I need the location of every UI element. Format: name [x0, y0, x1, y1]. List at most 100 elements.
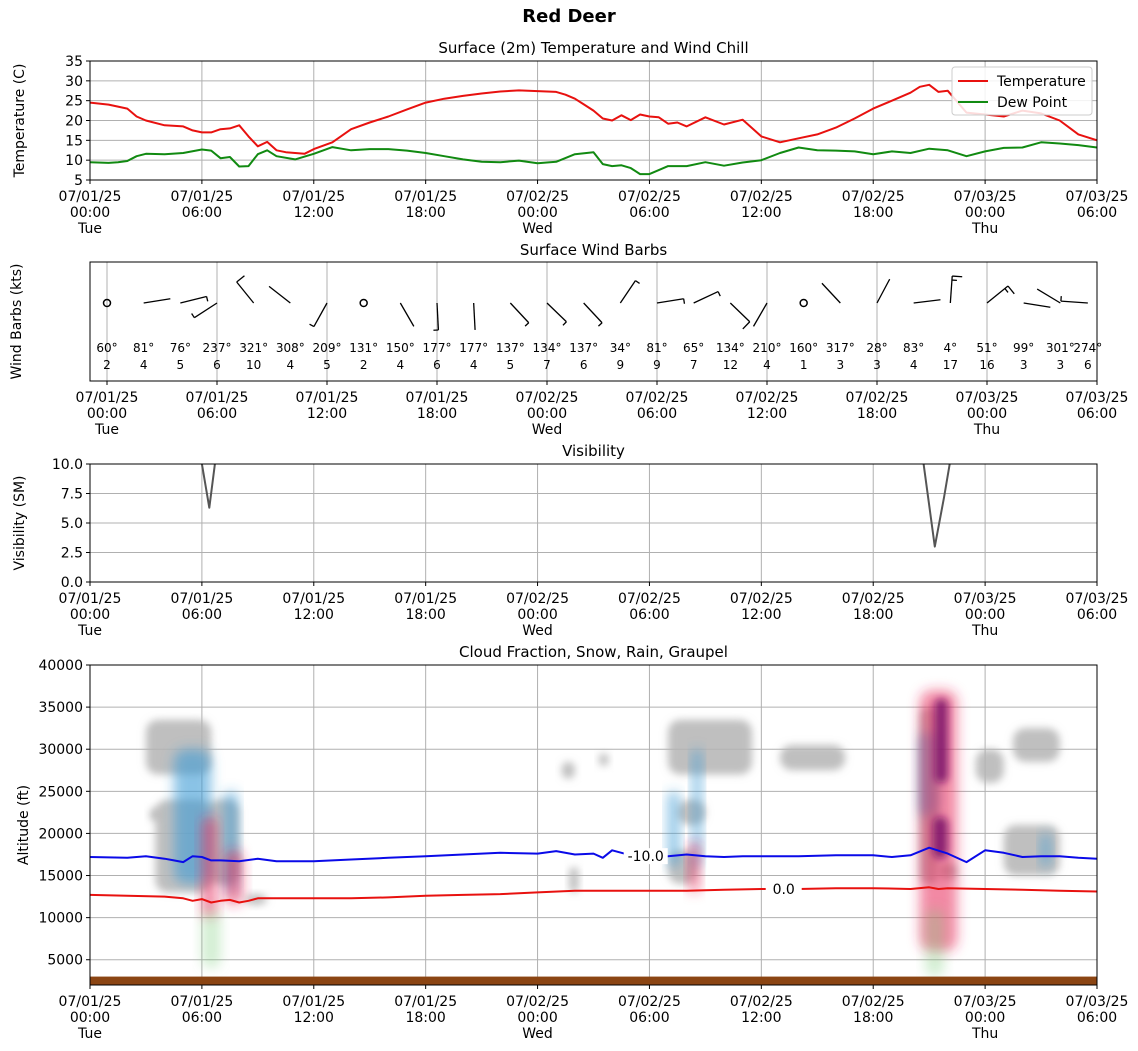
x-tick-label-date: 07/03/25	[954, 189, 1017, 205]
x-tick-label-day: Thu	[973, 422, 1000, 438]
y-axis-label: Altitude (ft)	[16, 785, 32, 865]
series-line-dew-point	[90, 141, 1097, 176]
barb-feather	[191, 313, 195, 319]
x-tick-label-time: 06:00	[629, 205, 669, 221]
barb-direction-label: 177°	[423, 341, 452, 355]
rain-region	[688, 841, 700, 893]
barb-staff	[436, 302, 440, 330]
x-tick-label-time: 06:00	[1077, 607, 1117, 623]
y-tick-label: 5	[74, 173, 83, 189]
barb-direction-label: 34°	[610, 341, 631, 355]
barb-direction-label: 60°	[96, 341, 117, 355]
barb-speed-label: 3	[837, 358, 845, 372]
x-tick-label-date: 07/03/25	[954, 591, 1017, 607]
freezing-level-line	[90, 886, 1097, 904]
cloud-region	[599, 753, 609, 767]
y-tick-label: 0.0	[61, 575, 83, 591]
wind-barb	[986, 285, 1015, 304]
barb-staff	[546, 302, 567, 323]
wind-barb	[433, 302, 440, 331]
x-tick-label-time: 06:00	[1077, 1010, 1117, 1026]
series-line-temperature	[90, 83, 1097, 155]
barb-speed-label: 9	[617, 358, 625, 372]
wind-barb	[821, 282, 841, 304]
barb-speed-label: 17	[943, 358, 958, 372]
rain-region	[201, 816, 217, 918]
wind-barb	[1023, 302, 1051, 308]
figure-title: Red Deer	[522, 6, 616, 27]
visibility-line-0	[200, 464, 216, 509]
cloud-region	[1003, 825, 1060, 876]
barb-direction-label: 301°	[1046, 341, 1075, 355]
x-tick-label-day: Tue	[77, 1026, 102, 1042]
x-tick-label-time: 00:00	[965, 607, 1005, 623]
cloud-region	[561, 761, 575, 779]
barb-speed-label: 6	[580, 358, 588, 372]
x-tick-label-date: 07/01/25	[59, 189, 122, 205]
cloud-region	[975, 749, 1004, 783]
barb-direction-label: 81°	[646, 341, 667, 355]
x-tick-label-day: Thu	[971, 221, 998, 237]
wind-barb	[359, 298, 368, 308]
chart-title: Visibility	[562, 442, 625, 460]
barb-speed-label: 3	[873, 358, 881, 372]
panel-frame-1	[89, 60, 1098, 181]
barb-feather	[1007, 285, 1015, 295]
barb-speed-label: 6	[213, 358, 221, 372]
cloud-region	[668, 719, 753, 775]
barb-feather	[597, 322, 603, 327]
barb-speed-label: 2	[360, 358, 368, 372]
field-group: 0.0 -10.0	[90, 690, 1097, 985]
x-tick-label-time: 18:00	[405, 205, 445, 221]
y-tick-label: 35000	[38, 700, 83, 716]
x-tick-label-day: Thu	[971, 623, 998, 639]
barb-staff	[1036, 288, 1061, 304]
barb-feather	[952, 275, 963, 278]
y-tick-label: 10.0	[52, 457, 83, 473]
barb-speed-label: 4	[470, 358, 478, 372]
y-tick-label: 10000	[38, 911, 83, 927]
x-tick-label-time: 00:00	[517, 607, 557, 623]
x-tick-label-day: Thu	[971, 1026, 998, 1042]
x-tick-label-date: 07/02/25	[736, 390, 799, 406]
barb-staff	[752, 302, 768, 327]
barb-direction-label: 65°	[683, 341, 704, 355]
barb-speed-label: 5	[507, 358, 515, 372]
x-tick-label-date: 07/02/25	[618, 591, 681, 607]
y-tick-label: 15000	[38, 869, 83, 885]
calm-circle	[799, 298, 808, 308]
wind-barb	[693, 291, 721, 304]
x-tick-label-date: 07/02/25	[506, 189, 569, 205]
y-axis-label: Wind Barbs (kts)	[9, 263, 25, 379]
x-tick-label-day: Tue	[77, 221, 102, 237]
barb-feather	[717, 291, 721, 297]
barb-feather	[742, 321, 751, 330]
wind-barb	[876, 278, 891, 304]
wind-barb	[309, 302, 328, 328]
wind-barb	[583, 302, 603, 327]
barb-staff	[656, 298, 684, 304]
barb-feather	[309, 323, 315, 328]
y-tick-label: 30000	[38, 742, 83, 758]
x-tick-label-day: Tue	[77, 623, 102, 639]
barb-direction-label: 137°	[569, 341, 598, 355]
barb-direction-label: 137°	[496, 341, 525, 355]
wind-barb	[619, 280, 640, 304]
x-tick-label-time: 12:00	[294, 205, 334, 221]
barb-staff	[949, 276, 953, 304]
x-tick-label-date: 07/02/25	[730, 994, 793, 1010]
wind-barb	[236, 275, 255, 304]
barb-feather	[236, 275, 245, 283]
wind-barb	[509, 302, 530, 327]
x-tick-label-time: 12:00	[741, 607, 781, 623]
wind-barb	[1060, 296, 1088, 304]
barb-staff	[729, 302, 751, 323]
x-tick-label-date: 07/01/25	[170, 189, 233, 205]
chart-title: Surface Wind Barbs	[520, 241, 668, 259]
x-tick-label-time: 12:00	[294, 607, 334, 623]
x-tick-label-date: 07/03/25	[954, 994, 1017, 1010]
x-tick-label-date: 07/02/25	[842, 994, 905, 1010]
x-tick-label-time: 06:00	[182, 205, 222, 221]
x-tick-label-date: 07/02/25	[506, 994, 569, 1010]
